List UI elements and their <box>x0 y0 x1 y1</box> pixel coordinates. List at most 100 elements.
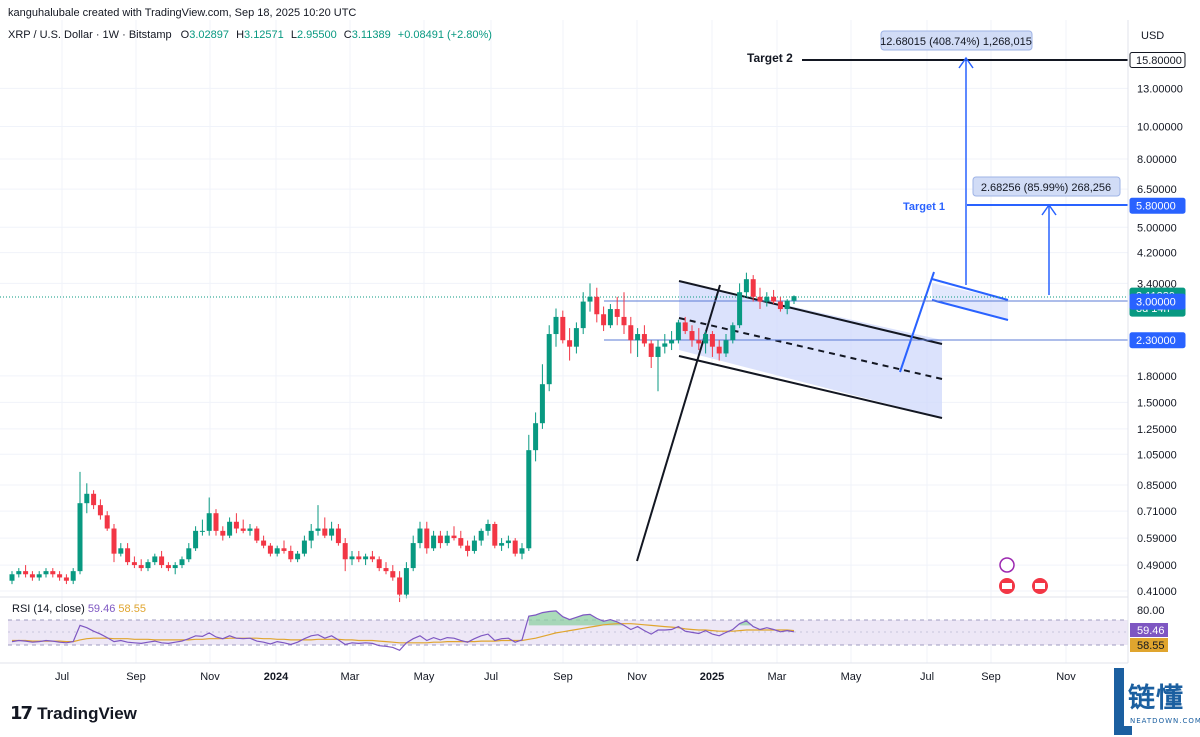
candle-body <box>349 556 355 560</box>
candle-body <box>764 296 770 302</box>
candle-body <box>478 530 484 541</box>
candle-body <box>743 279 749 293</box>
candle-body <box>573 328 579 347</box>
price-tick-label: 0.41000 <box>1137 586 1177 598</box>
candle-body <box>91 493 97 506</box>
close-label: C <box>343 29 352 41</box>
candle-body <box>172 565 178 569</box>
candle-body <box>587 296 593 302</box>
symbol-legend: XRP / U.S. Dollar · 1W · Bitstamp O3.028… <box>8 29 492 41</box>
candle-body <box>111 528 117 554</box>
candle-body <box>458 538 464 546</box>
small-flag-top <box>931 278 1009 301</box>
candle-body <box>628 325 634 341</box>
candle-body <box>567 340 573 347</box>
price-tick-label: 1.25000 <box>1137 424 1177 436</box>
candle-body <box>206 513 212 531</box>
candle-body <box>322 528 328 536</box>
candle-body <box>50 571 56 575</box>
candle-body <box>580 301 586 329</box>
candle-body <box>716 346 722 354</box>
measure-box-small <box>972 176 1121 197</box>
candle-body <box>662 343 668 347</box>
tradingview-logo[interactable]: 17 TradingView <box>10 703 137 724</box>
time-tick-label: Jul <box>55 671 69 683</box>
price-axis: 13.00000 10.00000 8.00000 6.50000 5.00000 4.2… <box>1127 20 1183 663</box>
price-tick-label: 8.00000 <box>1137 154 1177 166</box>
price-badge-text: 15.80000 <box>1136 55 1182 67</box>
time-tick-label: Jul <box>920 671 934 683</box>
candle-body <box>437 535 443 544</box>
candle-body <box>723 340 729 354</box>
rsi-legend[interactable]: RSI (14, close) 59.46 58.55 <box>12 603 146 615</box>
candle-body <box>301 540 307 554</box>
candle-body <box>621 316 627 326</box>
candle-body <box>492 523 498 546</box>
candle-body <box>641 334 647 344</box>
event-icons[interactable] <box>999 557 1048 594</box>
candle-body <box>397 577 403 595</box>
candle-body <box>648 343 654 357</box>
candle-body <box>63 577 69 581</box>
candle-body <box>356 556 362 560</box>
candle-body <box>424 528 430 549</box>
candle-body <box>118 548 124 554</box>
candle-body <box>70 571 76 581</box>
candle-body <box>709 334 715 347</box>
rsi-overbought-fill <box>528 610 754 626</box>
candle-body <box>288 550 294 560</box>
candle-body <box>655 346 661 357</box>
rsi-axis: 80.00 59.46 58.55 <box>1130 605 1168 652</box>
price-badge-text: 3.00000 <box>1136 297 1176 309</box>
change-value: +0.08491 (+2.80%) <box>397 29 492 41</box>
measure-arrow-big-head <box>958 56 974 69</box>
measure-box-big <box>880 30 1033 51</box>
neatdown-watermark-icon <box>1114 668 1132 735</box>
candle-body <box>594 296 600 315</box>
candle-body <box>77 503 83 572</box>
candle-body <box>104 515 110 529</box>
candle-body <box>791 296 797 301</box>
candle-body <box>417 528 423 544</box>
candle-body <box>614 309 620 317</box>
price-badge <box>1129 332 1186 349</box>
currency-label[interactable]: USD <box>1141 30 1165 42</box>
price-badge <box>1129 197 1186 214</box>
candle-body <box>84 493 90 504</box>
event-icon-1[interactable] <box>999 557 1015 573</box>
candle-body <box>9 574 15 581</box>
rsi-ma-badge <box>1130 638 1168 652</box>
candle-body <box>36 574 42 578</box>
price-badge <box>1129 52 1186 68</box>
candle-body <box>607 309 613 326</box>
rsi-value-badge-text: 59.46 <box>1137 625 1165 637</box>
candle-body <box>186 548 192 560</box>
time-tick-label: 2024 <box>264 671 289 683</box>
candle-body <box>267 545 273 554</box>
candle-body <box>315 528 321 531</box>
candle-body <box>131 562 137 566</box>
candle-body <box>369 556 375 560</box>
rsi-ma-line <box>12 623 795 644</box>
symbol-name[interactable]: XRP / U.S. Dollar · 1W · Bitstamp <box>8 29 172 41</box>
time-tick-label: Sep <box>553 671 573 683</box>
price-tick-label: 0.49000 <box>1137 560 1177 572</box>
candle-body <box>553 316 559 335</box>
candle-body <box>410 543 416 569</box>
candles-layer <box>9 272 797 603</box>
candle-body <box>601 314 607 326</box>
price-tick-label: 6.50000 <box>1137 184 1177 196</box>
rsi-legend-ma: 58.55 <box>118 603 146 615</box>
candle-body <box>233 521 239 529</box>
candle-body <box>471 540 477 551</box>
candle-body <box>57 574 63 578</box>
time-axis: Jul Sep Nov 2024 Mar May Jul Sep Nov 2025 Mar May Ju… <box>0 662 1128 683</box>
rsi-value-badge <box>1130 623 1168 637</box>
breakout-line <box>899 271 935 373</box>
price-tick-label: 3.40000 <box>1137 278 1177 290</box>
measure-label-big: 12.68015 (408.74%) 1,268,015 <box>880 36 1032 48</box>
candle-body <box>539 384 545 424</box>
candle-body <box>485 523 491 531</box>
